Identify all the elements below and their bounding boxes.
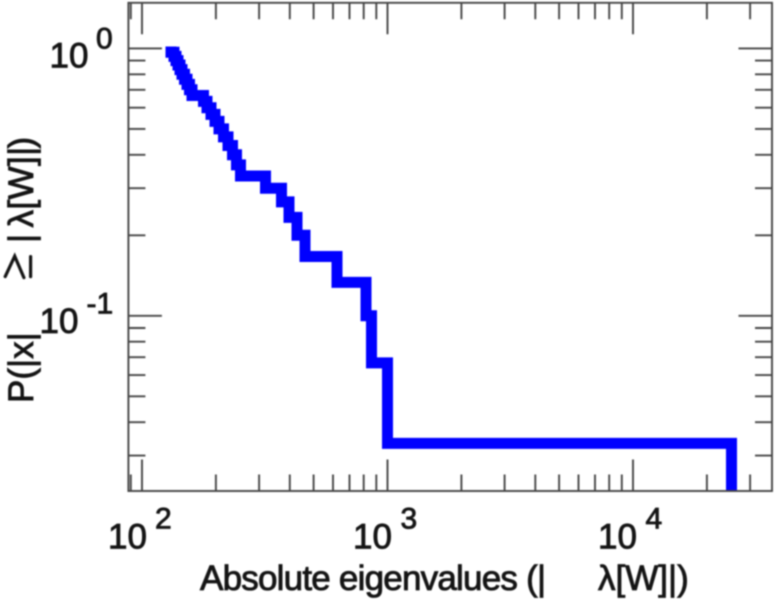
svg-text:λ[W]|: λ[W]|: [2, 146, 41, 227]
svg-text:10: 10: [108, 518, 147, 557]
svg-text:0: 0: [96, 23, 113, 56]
svg-text:10: 10: [598, 518, 637, 557]
svg-text:10: 10: [40, 302, 79, 341]
svg-text:10: 10: [50, 37, 89, 76]
svg-text:2: 2: [155, 503, 172, 536]
svg-text:10: 10: [353, 518, 392, 557]
svg-text:λ[W]|): λ[W]|): [598, 559, 689, 598]
svg-text:4: 4: [646, 503, 663, 536]
svg-text:-1: -1: [87, 288, 114, 321]
svg-text:P(|x|: P(|x|: [2, 332, 41, 403]
svg-text:3: 3: [401, 503, 418, 536]
svg-text:): ): [2, 137, 41, 149]
svg-text:Absolute eigenvalues (|: Absolute eigenvalues (|: [200, 559, 545, 598]
svg-text:|: |: [2, 234, 41, 243]
